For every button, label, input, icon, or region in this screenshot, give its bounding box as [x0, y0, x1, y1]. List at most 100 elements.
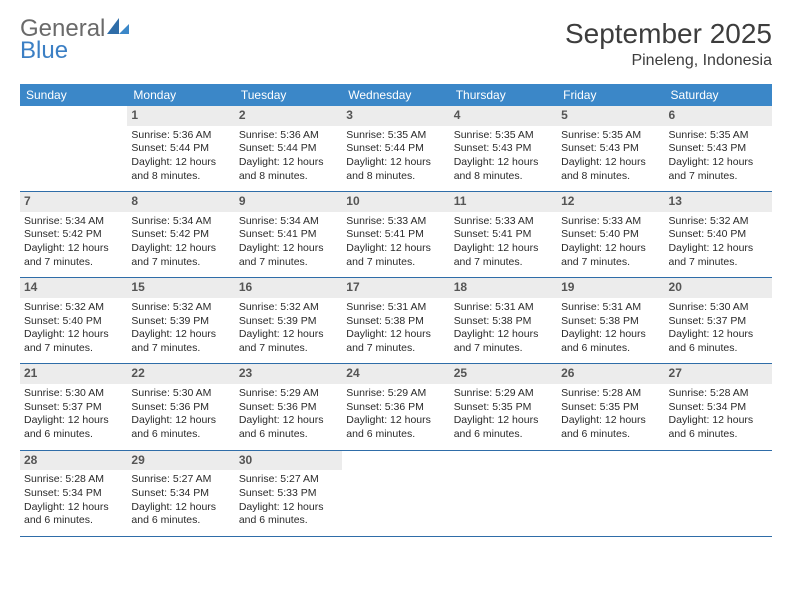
daylight-line: Daylight: 12 hours and 7 minutes. [346, 328, 445, 355]
sunrise-line: Sunrise: 5:35 AM [346, 129, 445, 143]
daylight-line: Daylight: 12 hours and 6 minutes. [24, 414, 123, 441]
daylight-line: Daylight: 12 hours and 8 minutes. [561, 156, 660, 183]
weekday-header: Sunday [20, 84, 127, 106]
day-number: 3 [342, 106, 449, 126]
sunrise-line: Sunrise: 5:27 AM [131, 473, 230, 487]
weekday-header: Monday [127, 84, 234, 106]
day-cell: . [557, 451, 664, 536]
day-cell: 30Sunrise: 5:27 AMSunset: 5:33 PMDayligh… [235, 451, 342, 536]
day-cell: 25Sunrise: 5:29 AMSunset: 5:35 PMDayligh… [450, 364, 557, 449]
day-number: 20 [665, 278, 772, 298]
day-cell: . [450, 451, 557, 536]
day-cell: 2Sunrise: 5:36 AMSunset: 5:44 PMDaylight… [235, 106, 342, 191]
sunset-line: Sunset: 5:43 PM [454, 142, 553, 156]
day-number: 18 [450, 278, 557, 298]
sunset-line: Sunset: 5:41 PM [346, 228, 445, 242]
sunset-line: Sunset: 5:44 PM [239, 142, 338, 156]
day-number: 2 [235, 106, 342, 126]
sunrise-line: Sunrise: 5:29 AM [346, 387, 445, 401]
sunrise-line: Sunrise: 5:30 AM [669, 301, 768, 315]
daylight-line: Daylight: 12 hours and 7 minutes. [669, 242, 768, 269]
sunset-line: Sunset: 5:39 PM [131, 315, 230, 329]
sunset-line: Sunset: 5:37 PM [669, 315, 768, 329]
sunrise-line: Sunrise: 5:31 AM [346, 301, 445, 315]
sunset-line: Sunset: 5:40 PM [669, 228, 768, 242]
day-cell: 6Sunrise: 5:35 AMSunset: 5:43 PMDaylight… [665, 106, 772, 191]
weekday-header: Saturday [665, 84, 772, 106]
day-number: 10 [342, 192, 449, 212]
sunset-line: Sunset: 5:35 PM [561, 401, 660, 415]
daylight-line: Daylight: 12 hours and 6 minutes. [24, 501, 123, 528]
sunset-line: Sunset: 5:43 PM [669, 142, 768, 156]
day-number: 8 [127, 192, 234, 212]
sunset-line: Sunset: 5:35 PM [454, 401, 553, 415]
daylight-line: Daylight: 12 hours and 7 minutes. [131, 328, 230, 355]
title-block: September 2025 Pineleng, Indonesia [565, 18, 772, 70]
day-cell: 24Sunrise: 5:29 AMSunset: 5:36 PMDayligh… [342, 364, 449, 449]
weekday-header: Wednesday [342, 84, 449, 106]
daylight-line: Daylight: 12 hours and 8 minutes. [239, 156, 338, 183]
sunrise-line: Sunrise: 5:35 AM [561, 129, 660, 143]
daylight-line: Daylight: 12 hours and 6 minutes. [454, 414, 553, 441]
day-number: 13 [665, 192, 772, 212]
sunrise-line: Sunrise: 5:31 AM [561, 301, 660, 315]
logo-sail-icon [107, 18, 129, 40]
sunrise-line: Sunrise: 5:32 AM [131, 301, 230, 315]
day-number: 28 [20, 451, 127, 471]
day-number: 5 [557, 106, 664, 126]
sunrise-line: Sunrise: 5:33 AM [561, 215, 660, 229]
logo-text: General Blue [20, 18, 129, 61]
day-cell: 3Sunrise: 5:35 AMSunset: 5:44 PMDaylight… [342, 106, 449, 191]
sunset-line: Sunset: 5:37 PM [24, 401, 123, 415]
sunset-line: Sunset: 5:40 PM [24, 315, 123, 329]
daylight-line: Daylight: 12 hours and 6 minutes. [346, 414, 445, 441]
sunrise-line: Sunrise: 5:36 AM [131, 129, 230, 143]
day-number: 6 [665, 106, 772, 126]
sunset-line: Sunset: 5:33 PM [239, 487, 338, 501]
day-number: 26 [557, 364, 664, 384]
weekday-header: Thursday [450, 84, 557, 106]
weekday-header: Tuesday [235, 84, 342, 106]
day-cell: . [20, 106, 127, 191]
daylight-line: Daylight: 12 hours and 7 minutes. [454, 242, 553, 269]
day-cell: 15Sunrise: 5:32 AMSunset: 5:39 PMDayligh… [127, 278, 234, 363]
sunset-line: Sunset: 5:42 PM [24, 228, 123, 242]
logo-line2: Blue [20, 37, 68, 64]
logo: General Blue [20, 18, 129, 61]
sunset-line: Sunset: 5:39 PM [239, 315, 338, 329]
day-number: 17 [342, 278, 449, 298]
day-number: 1 [127, 106, 234, 126]
daylight-line: Daylight: 12 hours and 6 minutes. [131, 414, 230, 441]
day-cell: 19Sunrise: 5:31 AMSunset: 5:38 PMDayligh… [557, 278, 664, 363]
daylight-line: Daylight: 12 hours and 7 minutes. [24, 242, 123, 269]
weeks-container: .1Sunrise: 5:36 AMSunset: 5:44 PMDayligh… [20, 106, 772, 537]
daylight-line: Daylight: 12 hours and 6 minutes. [561, 328, 660, 355]
daylight-line: Daylight: 12 hours and 7 minutes. [669, 156, 768, 183]
day-number: 19 [557, 278, 664, 298]
daylight-line: Daylight: 12 hours and 7 minutes. [239, 242, 338, 269]
day-cell: 7Sunrise: 5:34 AMSunset: 5:42 PMDaylight… [20, 192, 127, 277]
sunset-line: Sunset: 5:38 PM [346, 315, 445, 329]
day-number: 29 [127, 451, 234, 471]
day-cell: 16Sunrise: 5:32 AMSunset: 5:39 PMDayligh… [235, 278, 342, 363]
daylight-line: Daylight: 12 hours and 6 minutes. [239, 501, 338, 528]
sunset-line: Sunset: 5:44 PM [131, 142, 230, 156]
day-number: 25 [450, 364, 557, 384]
day-cell: 21Sunrise: 5:30 AMSunset: 5:37 PMDayligh… [20, 364, 127, 449]
day-cell: 17 Sunrise: 5:31 AMSunset: 5:38 PMDayligh… [342, 278, 449, 363]
sunset-line: Sunset: 5:34 PM [24, 487, 123, 501]
sunset-line: Sunset: 5:36 PM [131, 401, 230, 415]
header: General Blue September 2025 Pineleng, In… [20, 18, 772, 70]
day-number: 14 [20, 278, 127, 298]
day-cell: 26Sunrise: 5:28 AMSunset: 5:35 PMDayligh… [557, 364, 664, 449]
day-cell: 27Sunrise: 5:28 AMSunset: 5:34 PMDayligh… [665, 364, 772, 449]
daylight-line: Daylight: 12 hours and 7 minutes. [239, 328, 338, 355]
sunrise-line: Sunrise: 5:33 AM [454, 215, 553, 229]
calendar-grid: SundayMondayTuesdayWednesdayThursdayFrid… [20, 84, 772, 537]
day-cell: 29Sunrise: 5:27 AMSunset: 5:34 PMDayligh… [127, 451, 234, 536]
daylight-line: Daylight: 12 hours and 7 minutes. [131, 242, 230, 269]
day-number: 30 [235, 451, 342, 471]
day-cell: 1Sunrise: 5:36 AMSunset: 5:44 PMDaylight… [127, 106, 234, 191]
weekday-header: Friday [557, 84, 664, 106]
day-number: 7 [20, 192, 127, 212]
